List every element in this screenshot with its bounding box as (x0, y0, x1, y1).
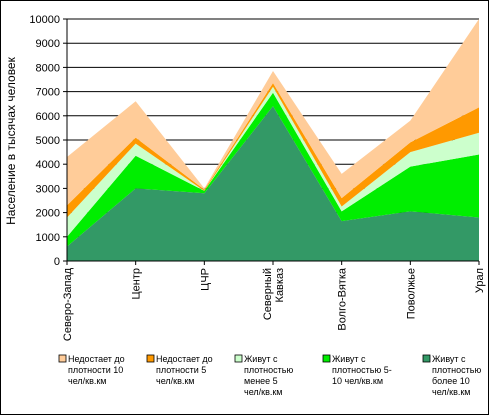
legend-label-line: чел/кв.км (156, 376, 195, 386)
y-tick-label: 3000 (36, 183, 60, 195)
legend-label-line: плотностью 5- (332, 365, 392, 375)
legend-label-line: Недостает до (68, 354, 125, 364)
area-series (67, 19, 479, 262)
x-tick-label: Северо-Запад (62, 267, 74, 341)
legend-label-line: более 10 (432, 376, 470, 386)
y-tick-label: 1000 (36, 232, 60, 244)
legend-label-line: Живут с (432, 354, 466, 364)
x-tick-label-line: Центр (131, 268, 143, 300)
y-axis-title: Население в тысячах человек (4, 56, 18, 224)
legend-label-line: чел/кв.км (68, 376, 107, 386)
legend-label-line: плотностью (432, 365, 481, 375)
x-tick-label: Поволжье (405, 268, 417, 319)
x-tick-label: Центр (131, 268, 143, 300)
y-tick-label: 0 (54, 256, 60, 268)
y-tick-label: 2000 (36, 208, 60, 220)
legend-label-line: плотности 5 (156, 365, 206, 375)
x-tick-label: Урал (474, 268, 486, 293)
legend-label-line: Живут с (244, 354, 278, 364)
x-tick-label-line: Волго-Вятка (337, 267, 349, 330)
x-tick-label: Северный Кавказ (262, 268, 286, 320)
area-series-4 (67, 19, 479, 206)
y-tick-label: 8000 (36, 62, 60, 74)
x-tick-label-line: Северный (262, 268, 274, 320)
legend-label-line: менее 5 (244, 376, 278, 386)
y-tick-labels: 0 1000 2000 3000 4000 5000 6000 7000 8000 9000 100… (29, 14, 60, 268)
area-series-3 (67, 83, 479, 218)
y-tick-label: 9000 (36, 38, 60, 50)
y-tick-label: 7000 (36, 87, 60, 99)
x-tick-label: ЦЧР (199, 268, 211, 291)
legend-label-line: плотностью (244, 365, 293, 375)
legend-label-line: чел/кв.км (432, 387, 471, 397)
x-tick-label: Волго-Вятка (337, 267, 349, 330)
legend-label-line: 10 чел/кв.км (332, 376, 383, 386)
y-tick-label: 5000 (36, 135, 60, 147)
y-tick-label: 10000 (29, 14, 60, 26)
y-tick-label: 6000 (36, 111, 60, 123)
legend-swatch (234, 354, 243, 363)
legend-label-line: Недостает до (156, 354, 213, 364)
legend-swatch (322, 354, 331, 363)
x-tick-label-line: Кавказ (274, 268, 286, 302)
x-tick-label-line: Северо-Запад (62, 267, 74, 341)
legend-label-line: плотности 10 (68, 365, 123, 375)
legend-swatch (146, 354, 155, 363)
x-tick-label-line: Урал (474, 268, 486, 293)
area-series-1 (67, 92, 479, 247)
x-tick-label-line: ЦЧР (199, 268, 211, 291)
legend-label-line: Живут с (332, 354, 366, 364)
axes (63, 18, 480, 265)
legend-swatch (58, 354, 67, 363)
x-tick-label-line: Поволжье (405, 268, 417, 319)
legend-swatch (422, 354, 431, 363)
area-series-0 (67, 106, 479, 262)
legend-label-line: чел/кв.км (244, 387, 283, 397)
x-tick-labels: Северо-Запад Центр ЦЧР Северный Кавказ Волго-… (62, 267, 486, 341)
y-tick-label: 4000 (36, 159, 60, 171)
area-series-2 (67, 86, 479, 237)
